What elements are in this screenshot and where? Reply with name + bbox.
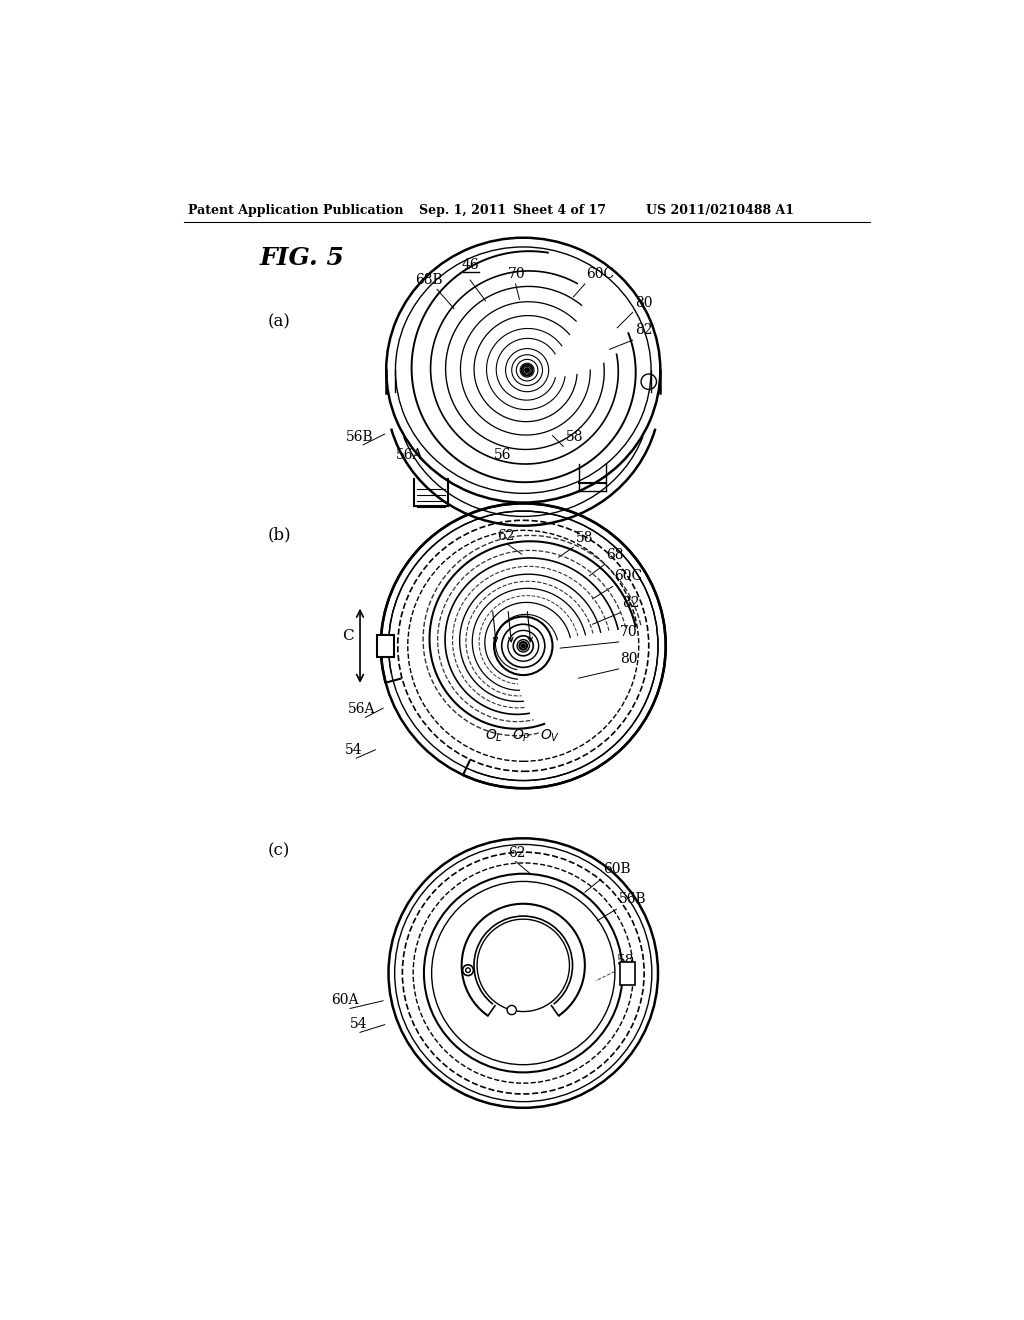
Text: 60C: 60C bbox=[587, 267, 614, 281]
Text: 70: 70 bbox=[508, 267, 525, 281]
Text: 58: 58 bbox=[617, 954, 635, 969]
Text: 68B: 68B bbox=[416, 273, 443, 286]
Text: 60B: 60B bbox=[603, 862, 631, 876]
Text: 60A: 60A bbox=[331, 993, 358, 1007]
Text: 56B: 56B bbox=[346, 430, 374, 444]
Text: (a): (a) bbox=[267, 313, 291, 330]
Circle shape bbox=[463, 965, 473, 975]
Text: 80: 80 bbox=[621, 652, 638, 665]
Bar bbox=[377, 635, 394, 656]
Text: 60C: 60C bbox=[614, 569, 642, 583]
Circle shape bbox=[521, 644, 525, 648]
Text: $O_V$: $O_V$ bbox=[541, 727, 560, 744]
Text: $O_P$: $O_P$ bbox=[512, 727, 530, 744]
Text: C: C bbox=[342, 628, 353, 643]
Text: 62: 62 bbox=[497, 528, 515, 543]
Text: 56: 56 bbox=[494, 447, 512, 462]
Text: 56B: 56B bbox=[618, 892, 646, 906]
Text: Sheet 4 of 17: Sheet 4 of 17 bbox=[513, 203, 606, 216]
Text: 56A: 56A bbox=[396, 447, 424, 462]
Text: 82: 82 bbox=[635, 323, 652, 337]
Text: 58: 58 bbox=[575, 531, 593, 545]
Text: FIG. 5: FIG. 5 bbox=[260, 246, 345, 269]
Circle shape bbox=[525, 368, 529, 372]
Circle shape bbox=[466, 968, 470, 973]
Text: 80: 80 bbox=[635, 296, 652, 310]
Text: 58: 58 bbox=[565, 430, 583, 444]
Text: $O_L$: $O_L$ bbox=[484, 727, 503, 744]
Bar bbox=[620, 961, 635, 985]
Text: (b): (b) bbox=[267, 527, 291, 544]
Text: 70: 70 bbox=[621, 624, 638, 639]
Text: Patent Application Publication: Patent Application Publication bbox=[188, 203, 403, 216]
Text: 54: 54 bbox=[350, 1018, 368, 1031]
Text: (c): (c) bbox=[267, 842, 290, 859]
Text: Sep. 1, 2011: Sep. 1, 2011 bbox=[419, 203, 507, 216]
Text: US 2011/0210488 A1: US 2011/0210488 A1 bbox=[646, 203, 795, 216]
Text: 54: 54 bbox=[345, 743, 362, 756]
Text: 56A: 56A bbox=[348, 702, 375, 715]
Text: 68: 68 bbox=[606, 548, 624, 562]
Text: 62: 62 bbox=[508, 846, 525, 859]
Text: 46: 46 bbox=[462, 257, 479, 272]
Circle shape bbox=[507, 1006, 516, 1015]
Text: 82: 82 bbox=[622, 595, 639, 610]
